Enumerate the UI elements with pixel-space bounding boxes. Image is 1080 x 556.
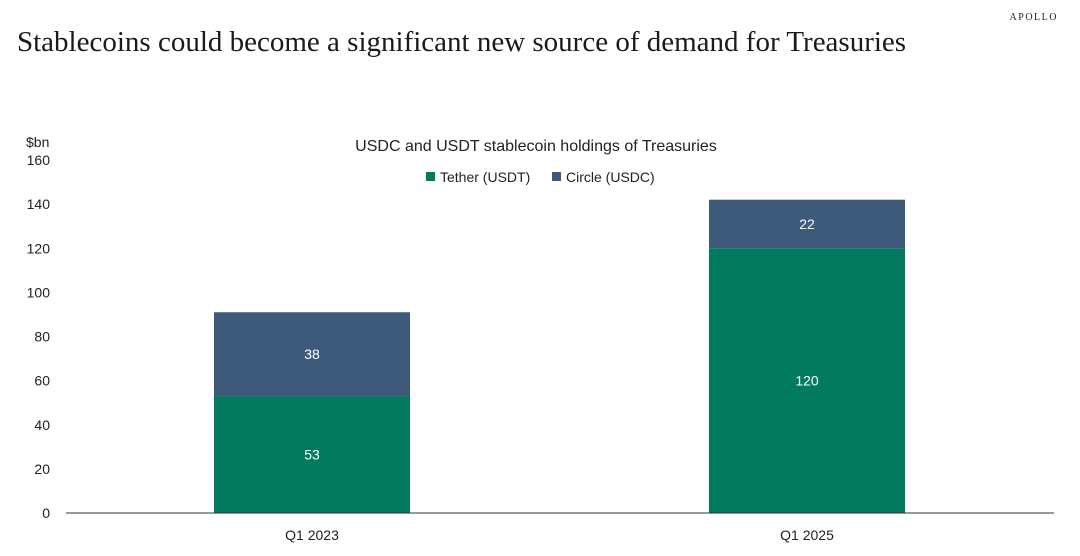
y-tick-label: 20 (34, 461, 50, 477)
brand-logo-text: APOLLO (1009, 12, 1058, 23)
chart-title: USDC and USDT stablecoin holdings of Tre… (355, 138, 717, 155)
y-tick-label: 60 (34, 373, 50, 389)
y-tick-label: 140 (27, 196, 51, 212)
legend-swatch (552, 172, 561, 181)
bar-segment (709, 248, 905, 513)
bars-group: 53 38 120 22 (214, 199, 905, 513)
bar-segment (709, 199, 905, 249)
y-tick-label: 100 (27, 284, 51, 300)
x-axis-labels: Q1 2023 Q1 2025 (285, 527, 834, 543)
bar-segment (214, 396, 410, 513)
chart-legend: Tether (USDT) Circle (USDC) (426, 169, 655, 185)
y-tick-label: 0 (42, 505, 50, 521)
y-axis-unit-label: $bn (26, 134, 49, 150)
bar-data-label: 22 (799, 216, 815, 232)
legend-label: Circle (USDC) (566, 169, 655, 185)
page-headline: Stablecoins could become a significant n… (17, 26, 907, 58)
legend-label: Tether (USDT) (440, 169, 530, 185)
bar-data-label: 53 (304, 447, 320, 463)
y-tick-label: 80 (34, 329, 50, 345)
y-tick-label: 120 (27, 240, 51, 256)
legend-swatch (426, 172, 435, 181)
x-tick-label: Q1 2023 (285, 527, 339, 543)
y-tick-label: 160 (27, 152, 51, 168)
x-tick-label: Q1 2025 (780, 527, 834, 543)
y-tick-label: 40 (34, 417, 50, 433)
y-axis-ticks: 0 20 40 60 80 100 120 140 160 (27, 152, 51, 521)
bar-segment (214, 312, 410, 397)
bar-data-label: 120 (795, 373, 819, 389)
bar-data-label: 38 (304, 346, 320, 362)
